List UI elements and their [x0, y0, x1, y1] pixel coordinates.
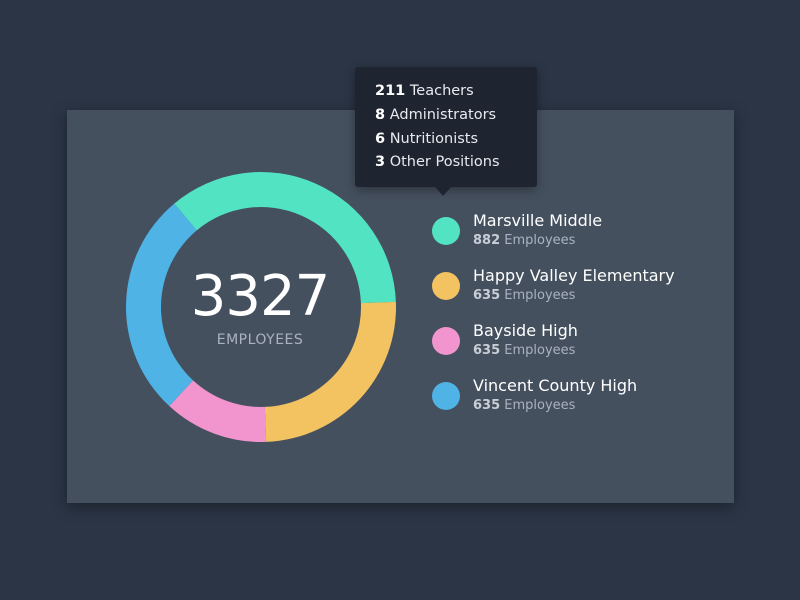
legend-item-bayside-high[interactable]: Bayside High 635 Employees	[432, 320, 732, 374]
legend-school-name: Vincent County High	[473, 376, 638, 395]
legend-item-vincent-county-high[interactable]: Vincent County High 635 Employees	[432, 375, 732, 429]
legend-dot	[432, 272, 460, 300]
total-employees-value: 3327	[190, 264, 331, 329]
legend-dot	[432, 382, 460, 410]
legend-school-name: Happy Valley Elementary	[473, 266, 675, 285]
legend-item-marsville-middle[interactable]: Marsville Middle 882 Employees	[432, 210, 732, 264]
legend-employee-count: 635 Employees	[473, 288, 576, 303]
legend-dot	[432, 327, 460, 355]
legend-school-name: Marsville Middle	[473, 211, 603, 230]
legend-employee-count: 635 Employees	[473, 398, 576, 413]
donut-slice-marsville-middle[interactable]	[174, 172, 396, 304]
legend-school-name: Bayside High	[473, 321, 578, 340]
legend-employee-count: 635 Employees	[473, 343, 576, 358]
legend-dot	[432, 217, 460, 245]
tooltip-line-administrators: 8 Administrators	[375, 107, 497, 123]
tooltip-line-nutritionists: 6 Nutritionists	[375, 131, 479, 147]
tooltip-pointer	[434, 186, 452, 196]
tooltip-line-other-positions: 3 Other Positions	[375, 154, 500, 170]
donut-slice-happy-valley-elementary[interactable]	[264, 301, 396, 442]
position-breakdown-tooltip: 211 Teachers 8 Administrators 6 Nutritio…	[355, 67, 537, 187]
legend: Marsville Middle 882 Employees Happy Val…	[432, 210, 732, 430]
legend-employee-count: 882 Employees	[473, 233, 576, 248]
tooltip-line-teachers: 211 Teachers	[375, 83, 474, 99]
legend-item-happy-valley-elementary[interactable]: Happy Valley Elementary 635 Employees	[432, 265, 732, 319]
donut-slice-bayside-high[interactable]	[169, 380, 267, 442]
total-employees-label: EMPLOYEES	[216, 332, 304, 348]
donut-slice-vincent-county-high[interactable]	[126, 203, 197, 407]
